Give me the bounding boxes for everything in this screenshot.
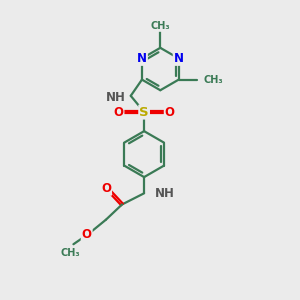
Text: O: O (82, 228, 92, 241)
Text: O: O (165, 106, 175, 118)
Text: NH: NH (106, 91, 125, 104)
Text: CH₃: CH₃ (203, 75, 223, 85)
Text: O: O (101, 182, 111, 195)
Text: N: N (137, 52, 147, 65)
Text: CH₃: CH₃ (60, 248, 80, 258)
Text: NH: NH (154, 187, 174, 200)
Text: O: O (113, 106, 124, 118)
Text: N: N (174, 52, 184, 65)
Text: S: S (139, 106, 149, 118)
Text: CH₃: CH₃ (151, 21, 170, 31)
